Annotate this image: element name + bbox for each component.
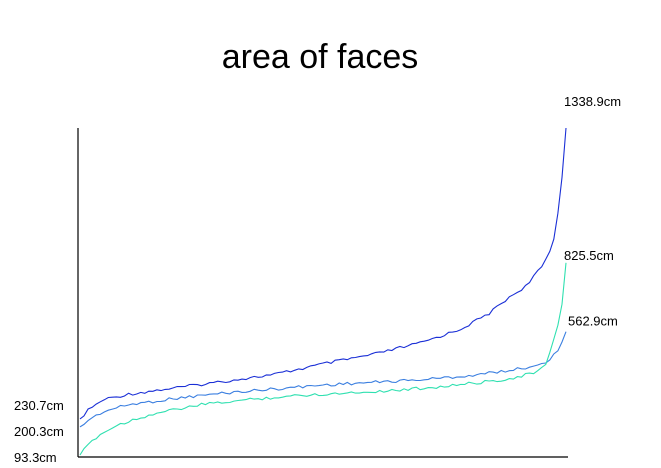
label-layer: 230.7cm 1338.9cm 200.3cm 562.9cm 93.3cm 825.5… [14, 94, 621, 465]
series-end-label-0: 1338.9cm [564, 94, 621, 109]
series-start-label-1: 200.3cm [14, 424, 64, 439]
series-layer [79, 127, 567, 456]
series-line-1 [79, 331, 567, 428]
series-line-0 [79, 127, 567, 420]
series-line-2 [79, 262, 567, 456]
series-end-label-2: 825.5cm [564, 248, 614, 263]
series-start-label-0: 230.7cm [14, 398, 64, 413]
series-end-label-1: 562.9cm [568, 314, 618, 329]
series-start-label-2: 93.3cm [14, 450, 57, 465]
chart-title: area of faces [221, 38, 419, 76]
